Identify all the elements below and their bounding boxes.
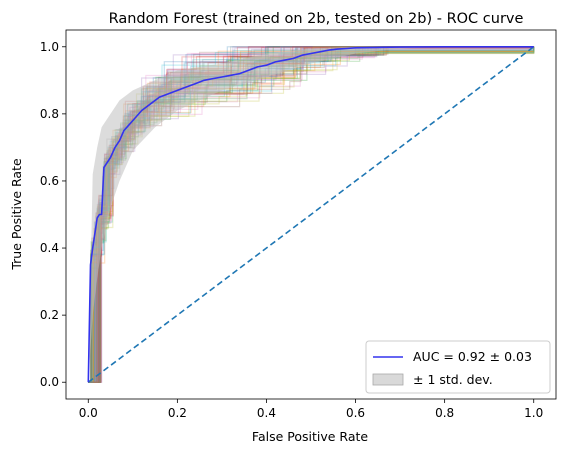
y-tick-label: 0.4 — [40, 241, 59, 255]
plot-area — [87, 45, 535, 383]
mean-roc-line — [87, 45, 534, 383]
x-tick-label: 0.2 — [168, 406, 187, 420]
y-tick-label: 1.0 — [40, 40, 59, 54]
legend: AUC = 0.92 ± 0.03 ± 1 std. dev. — [365, 340, 551, 394]
fold-curve — [88, 46, 535, 383]
x-tick-label: 1.0 — [524, 406, 543, 420]
x-tick-label: 0.8 — [435, 406, 454, 420]
fold-curve — [88, 46, 535, 383]
legend-box — [365, 340, 551, 394]
y-axis-title: True Positive Rate — [9, 158, 24, 271]
legend-label-mean: AUC = 0.92 ± 0.03 — [413, 349, 532, 364]
chance-line — [87, 46, 535, 383]
x-tick-label: 0.6 — [346, 406, 365, 420]
plot-frame — [65, 29, 557, 400]
axis-ticks: 0.0 0.2 0.4 0.6 0.8 1.0 0.0 0.2 0.4 0.6 0.8 1.0 — [40, 40, 543, 420]
x-axis-title: False Positive Rate — [252, 429, 368, 444]
chart-title: Random Forest (trained on 2b, tested on … — [109, 11, 524, 27]
x-tick-label: 0.4 — [257, 406, 276, 420]
y-tick-label: 0.6 — [40, 174, 59, 188]
legend-label-std: ± 1 std. dev. — [413, 372, 493, 387]
x-tick-label: 0.0 — [79, 406, 98, 420]
y-tick-label: 0.8 — [40, 107, 59, 121]
y-tick-label: 0.2 — [40, 308, 59, 322]
legend-swatch-std — [372, 373, 404, 386]
y-tick-label: 0.0 — [40, 375, 59, 389]
